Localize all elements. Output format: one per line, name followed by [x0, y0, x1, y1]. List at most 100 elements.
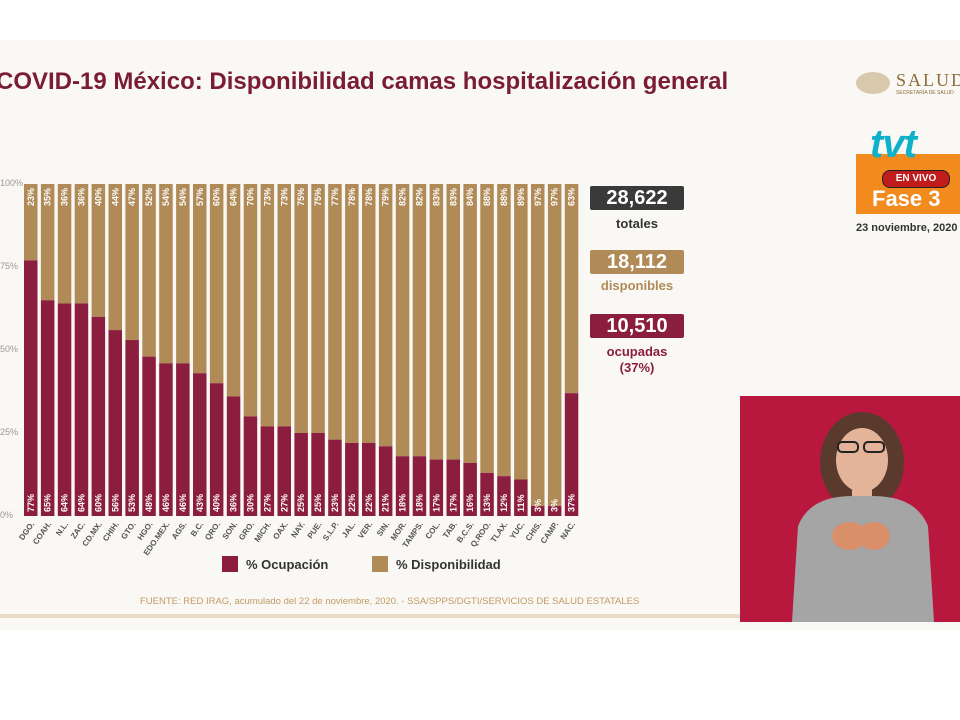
label-disponibilidad-10: 57% [195, 188, 205, 206]
bar-disponibilidad-20 [362, 184, 376, 443]
bar-ocupacion-28 [497, 476, 511, 516]
label-ocupacion-8: 46% [161, 494, 171, 512]
category-label-5: CHIH. [101, 520, 121, 543]
category-label-16: NAY. [289, 520, 306, 539]
label-ocupacion-22: 18% [398, 494, 408, 512]
label-ocupacion-0: 77% [26, 494, 36, 512]
bar-disponibilidad-3 [74, 184, 89, 304]
bar-ocupacion-14 [260, 426, 275, 516]
bar-ocupacion-21 [378, 446, 393, 516]
label-ocupacion-11: 40% [212, 494, 222, 512]
label-ocupacion-19: 22% [347, 494, 357, 512]
label-disponibilidad-31: 97% [550, 188, 560, 206]
disponibles-label: disponibles [600, 278, 674, 293]
label-disponibilidad-4: 40% [93, 188, 103, 206]
bar-disponibilidad-23 [412, 184, 427, 457]
bar-disponibilidad-18 [328, 184, 342, 440]
bar-ocupacion-6 [125, 340, 139, 516]
label-ocupacion-12: 36% [229, 494, 239, 512]
label-disponibilidad-8: 54% [161, 188, 171, 206]
label-disponibilidad-3: 36% [76, 188, 86, 206]
category-label-15: OAX. [271, 520, 290, 541]
bar-disponibilidad-24 [429, 184, 444, 460]
category-label-24: COL. [424, 520, 442, 541]
category-label-14: MICH. [253, 520, 273, 544]
category-label-21: SIN. [375, 520, 391, 538]
label-ocupacion-10: 43% [195, 494, 205, 512]
tvt-logo: tvt [870, 122, 917, 166]
bar-disponibilidad-29 [514, 184, 528, 480]
label-disponibilidad-9: 54% [178, 188, 188, 206]
salud-logo: SALUD [896, 70, 960, 90]
source-footer: FUENTE: RED IRAG, acumulado del 22 de no… [140, 596, 640, 607]
category-label-28: TLAX. [489, 520, 510, 544]
category-label-20: VER. [356, 520, 374, 540]
bar-disponibilidad-13 [243, 184, 258, 417]
bar-ocupacion-3 [74, 303, 89, 516]
ocupadas-label: ocupadas [606, 344, 668, 359]
label-ocupacion-21: 21% [381, 494, 391, 512]
label-disponibilidad-2: 36% [60, 188, 70, 206]
label-ocupacion-17: 25% [313, 494, 323, 512]
label-ocupacion-2: 64% [60, 494, 70, 512]
mexico-seal-icon [856, 72, 890, 94]
label-ocupacion-30: 3% [533, 499, 543, 512]
bar-disponibilidad-6 [125, 184, 139, 341]
label-disponibilidad-13: 70% [245, 188, 255, 206]
bar-disponibilidad-32 [564, 184, 579, 394]
label-disponibilidad-30: 97% [533, 188, 543, 206]
bar-chart: 23%77%DGO.35%65%COAH.36%64%N.L.36%64%ZAC… [17, 184, 579, 557]
sign-language-interpreter [740, 396, 960, 622]
label-disponibilidad-11: 60% [212, 188, 222, 206]
label-disponibilidad-20: 78% [364, 188, 374, 206]
bar-ocupacion-22 [395, 456, 410, 516]
label-disponibilidad-23: 82% [414, 188, 424, 206]
bar-disponibilidad-27 [480, 184, 494, 473]
label-disponibilidad-32: 63% [567, 188, 577, 206]
category-label-11: QRO. [203, 520, 222, 542]
bar-ocupacion-24 [429, 459, 444, 516]
bar-ocupacion-10 [193, 373, 207, 516]
broadcast-overlay: SALUD SECRETARÍA DE SALUD tvt EN VIVO Fa… [852, 70, 960, 234]
interpreter-figure [792, 412, 934, 622]
bar-disponibilidad-25 [446, 184, 460, 460]
bar-disponibilidad-7 [142, 184, 156, 357]
label-disponibilidad-1: 35% [43, 188, 53, 206]
bar-ocupacion-29 [514, 479, 528, 516]
label-disponibilidad-21: 79% [381, 188, 391, 206]
label-ocupacion-4: 60% [93, 494, 103, 512]
label-ocupacion-27: 13% [482, 494, 492, 512]
label-disponibilidad-12: 64% [229, 188, 239, 206]
bar-ocupacion-23 [412, 456, 427, 516]
bar-ocupacion-2 [57, 303, 72, 516]
bar-ocupacion-25 [446, 459, 460, 516]
bar-ocupacion-0 [24, 260, 38, 516]
label-disponibilidad-25: 83% [448, 188, 458, 206]
label-ocupacion-3: 64% [76, 494, 86, 512]
bar-disponibilidad-31 [547, 184, 562, 507]
bar-disponibilidad-17 [311, 184, 325, 433]
label-disponibilidad-16: 75% [296, 188, 306, 206]
bar-disponibilidad-14 [260, 184, 275, 427]
bar-disponibilidad-28 [497, 184, 511, 477]
label-ocupacion-20: 22% [364, 494, 374, 512]
bar-disponibilidad-2 [57, 184, 72, 304]
label-disponibilidad-7: 52% [144, 188, 154, 206]
category-label-31: CAMP. [539, 520, 561, 545]
label-disponibilidad-14: 73% [262, 188, 272, 206]
label-ocupacion-18: 23% [330, 494, 340, 512]
bar-disponibilidad-30 [531, 184, 545, 507]
label-disponibilidad-0: 23% [26, 188, 36, 206]
disponibles-value: 18,112 [590, 250, 684, 274]
label-ocupacion-31: 3% [550, 499, 560, 512]
label-disponibilidad-28: 88% [499, 188, 509, 206]
ocupadas-pct: (37%) [619, 360, 655, 375]
label-disponibilidad-26: 84% [465, 188, 475, 206]
label-disponibilidad-6: 47% [127, 188, 137, 206]
legend-swatch-disponibilidad [372, 556, 388, 572]
chart-title: COVID-19 México: Disponibilidad camas ho… [0, 68, 729, 95]
bar-ocupacion-20 [362, 442, 376, 516]
label-ocupacion-16: 25% [296, 494, 306, 512]
bar-ocupacion-1 [40, 300, 55, 516]
category-label-12: SON. [221, 520, 240, 541]
